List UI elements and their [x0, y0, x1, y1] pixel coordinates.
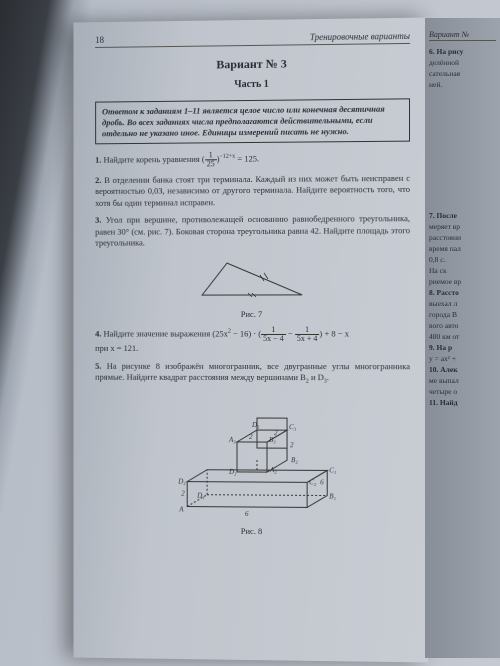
svg-text:C₃: C₃	[289, 423, 297, 431]
problem-1-exp: −12+x	[219, 154, 235, 160]
problem-4-text-c: + 8 − x	[324, 329, 349, 339]
rp-l21: четыре о	[429, 387, 496, 396]
problem-3: 3. Угол при вершине, противолежащей осно…	[95, 213, 410, 249]
rp-l17: 9. На р	[429, 343, 496, 352]
problem-1-text-b: = 125.	[237, 153, 259, 163]
problem-5-num: 5.	[95, 361, 101, 371]
svg-text:D₁: D₁	[196, 492, 204, 500]
rp-l12: 8. Рассто	[429, 288, 496, 297]
rp-l11: риемое вр	[429, 277, 496, 286]
problem-2-num: 2.	[95, 175, 101, 185]
problem-4-text-b: − 16) ·	[231, 329, 258, 339]
problem-3-num: 3.	[95, 215, 101, 225]
problem-1: 1. Найдите корень уравнения (125)−12+x =…	[95, 150, 410, 169]
rp-l15: вого авто	[429, 321, 496, 330]
svg-text:B₂: B₂	[291, 456, 298, 464]
problem-4-text-a: Найдите значение выражения (25x	[104, 329, 228, 339]
rp-l14: города В	[429, 310, 496, 319]
header-rule: 18 Тренировочные варианты	[95, 30, 410, 48]
rp-l16: 480 км от	[429, 332, 496, 341]
figure-8-caption: Рис. 8	[95, 525, 410, 539]
figure-8-polyhedron: D₃ C₃ A₃ B₃ D₂ A₂ B₂ C₁ D₂ C₂ D₁ B₁ A 2 …	[167, 392, 337, 523]
svg-text:C₂: C₂	[309, 478, 317, 486]
page-number: 18	[95, 34, 104, 46]
rp-l5: 7. После	[429, 211, 496, 220]
instruction-box: Ответом к заданиям 1–11 является целое ч…	[95, 98, 410, 144]
problem-4-frac1: 15x − 4	[261, 326, 286, 343]
problem-4-frac2: 15x + 4	[295, 326, 320, 343]
svg-text:D₂: D₂	[228, 468, 237, 476]
svg-text:2: 2	[181, 489, 185, 497]
problem-1-text-a: Найдите корень уравнения	[104, 154, 202, 165]
problem-2: 2. В отделении банка стоят три терминала…	[95, 173, 410, 209]
rp-l9: 0,8 с.	[429, 255, 496, 264]
rp-l18: y = ax² +	[429, 354, 496, 363]
problem-5-text-b: и D	[309, 372, 324, 382]
problem-5-text-c: .	[327, 372, 329, 382]
rp-l1: 6. На рису	[429, 47, 496, 56]
svg-text:A: A	[178, 505, 184, 513]
problem-5: 5. На рисунке 8 изображён многогранник, …	[95, 361, 410, 387]
svg-text:B₃: B₃	[269, 436, 276, 444]
rp-l4: ней.	[429, 80, 496, 89]
svg-text:6: 6	[245, 510, 249, 518]
rp-l22: 11. Найд	[429, 398, 496, 407]
rp-l19: 10. Алек	[429, 365, 496, 374]
svg-text:D₂: D₂	[177, 478, 186, 486]
rp-l3: сательная	[429, 69, 496, 78]
svg-text:2: 2	[290, 441, 294, 449]
figure-7-caption: Рис. 7	[95, 309, 410, 321]
problem-3-text: Угол при вершине, противолежащей основан…	[95, 213, 410, 247]
part-subtitle: Часть 1	[95, 76, 410, 93]
rp-l2: делённой	[429, 58, 496, 67]
left-page: 18 Тренировочные варианты Вариант № 3 Ча…	[73, 18, 428, 663]
figure-7-triangle	[192, 255, 312, 305]
problem-4: 4. Найдите значение выражения (25x2 − 16…	[95, 326, 410, 355]
svg-text:D₃: D₃	[250, 421, 259, 429]
rp-l8: время пал	[429, 244, 496, 253]
problem-2-text: В отделении банка стоят три терминала. К…	[95, 173, 410, 208]
svg-text:2: 2	[249, 433, 253, 441]
svg-text:C₁: C₁	[329, 466, 336, 474]
svg-text:2: 2	[274, 429, 278, 437]
svg-text:A₃: A₃	[228, 436, 236, 444]
rp-l20: ме выпал	[429, 376, 496, 385]
right-page-header: Вариант №	[429, 30, 496, 41]
problem-4-num: 4.	[95, 329, 101, 339]
problem-5-text-a: На рисунке 8 изображён многогранник, все…	[95, 361, 410, 383]
rp-l13: выехал л	[429, 299, 496, 308]
rp-l7: расстояни	[429, 233, 496, 242]
rp-l10: На ск	[429, 266, 496, 275]
svg-text:A₂: A₂	[269, 466, 277, 474]
problem-1-frac: 125	[205, 151, 217, 168]
problem-1-num: 1.	[95, 155, 101, 165]
variant-title: Вариант № 3	[95, 54, 410, 74]
header-section: Тренировочные варианты	[310, 30, 410, 44]
svg-text:B₁: B₁	[329, 492, 336, 500]
right-page: Вариант № 6. На рису делённой сательная …	[425, 18, 500, 658]
page-header: 18 Тренировочные варианты	[95, 30, 410, 46]
svg-text:6: 6	[320, 478, 324, 486]
problem-4-text-d: при x = 121.	[95, 343, 138, 353]
rp-l6: меряет вр	[429, 222, 496, 231]
